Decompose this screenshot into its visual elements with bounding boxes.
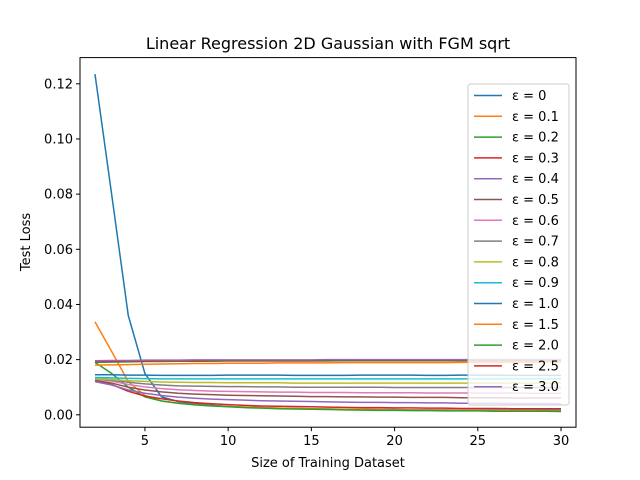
legend-label: ε = 0.7 (512, 235, 559, 250)
x-tick-label: 10 (220, 434, 237, 449)
y-tick-label: 0.06 (44, 243, 73, 258)
legend-label: ε = 0.9 (512, 276, 559, 291)
y-tick-label: 0.02 (44, 353, 73, 368)
legend-label: ε = 1.0 (512, 297, 559, 312)
legend-label: ε = 0.3 (512, 151, 559, 166)
legend-label: ε = 0.1 (512, 110, 559, 125)
y-axis-title: Test Loss (19, 213, 34, 272)
x-tick-label: 30 (553, 434, 570, 449)
legend-label: ε = 0.8 (512, 255, 559, 270)
y-tick-label: 0.08 (44, 188, 73, 203)
legend-label: ε = 0.5 (512, 193, 559, 208)
legend-label: ε = 2.0 (512, 339, 559, 354)
series-line-3 (94, 379, 562, 410)
x-axis-title: Size of Training Dataset (251, 456, 405, 471)
legend-label: ε = 0.6 (512, 214, 559, 229)
x-axis: 5 10 15 20 25 30 (141, 427, 570, 449)
y-tick-label: 0.10 (44, 132, 73, 147)
y-tick-label: 0.04 (44, 298, 73, 313)
x-tick-label: 15 (303, 434, 320, 449)
y-tick-label: 0.12 (44, 77, 73, 92)
x-tick-label: 20 (386, 434, 403, 449)
y-tick-label: 0.00 (44, 408, 73, 423)
legend-label: ε = 0 (512, 89, 546, 104)
legend-label: ε = 3.0 (512, 380, 559, 395)
plot-frame (79, 57, 577, 428)
series-line-2 (94, 361, 562, 413)
x-tick-label: 25 (470, 434, 487, 449)
legend: ε = 0 ε = 0.1 ε = 0.2 ε = 0.3 ε = 0.4 ε = 0.5… (467, 83, 570, 406)
chart-title: Linear Regression 2D Gaussian with FGM s… (146, 34, 510, 53)
legend-label: ε = 0.4 (512, 172, 559, 187)
legend-label: ε = 0.2 (512, 131, 559, 146)
legend-label: ε = 2.5 (512, 359, 559, 374)
x-tick-label: 5 (141, 434, 149, 449)
legend-label: ε = 1.5 (512, 318, 559, 333)
y-axis: 0.00 0.02 0.04 0.06 0.08 0.10 0.12 (44, 77, 80, 423)
